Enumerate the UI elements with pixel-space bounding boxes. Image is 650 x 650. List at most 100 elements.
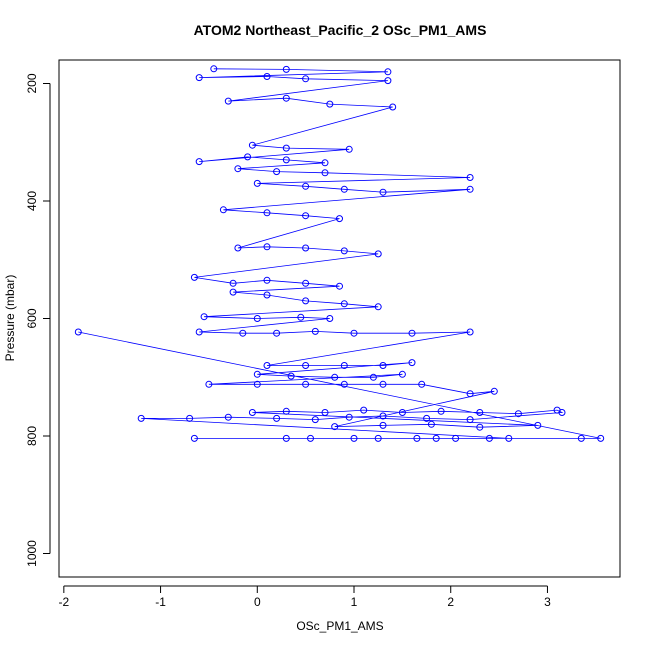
data-point (321, 159, 329, 167)
data-point (186, 414, 194, 422)
data-point (263, 209, 271, 217)
data-point (350, 329, 358, 337)
data-point (374, 250, 382, 258)
data-point (345, 145, 353, 153)
data-point (282, 65, 290, 73)
data-point (302, 182, 310, 190)
data-point (253, 380, 261, 388)
data-point (190, 434, 198, 442)
data-point (302, 212, 310, 220)
data-point (374, 434, 382, 442)
data-point (408, 329, 416, 337)
data-point (577, 434, 585, 442)
data-point (331, 373, 339, 381)
data-point (234, 244, 242, 252)
data-point (437, 407, 445, 415)
data-point (239, 329, 247, 337)
data-point (374, 303, 382, 311)
data-point (331, 423, 339, 431)
data-point (302, 75, 310, 83)
x-tick-label: 0 (254, 595, 261, 609)
data-point (466, 174, 474, 181)
data-point (326, 315, 334, 322)
data-point (229, 288, 237, 296)
data-point (248, 409, 256, 416)
data-point (432, 434, 440, 442)
data-point (263, 73, 271, 80)
series-line (78, 68, 601, 439)
chart-title: ATOM2 Northeast_Pacific_2 OSc_PM1_AMS (194, 22, 487, 38)
data-point (234, 165, 242, 173)
y-axis-label: Pressure (mbar) (3, 275, 17, 362)
y-tick-label: 400 (25, 191, 39, 211)
x-tick-label: -1 (155, 595, 166, 609)
data-point (485, 434, 493, 442)
data-point (340, 247, 348, 255)
data-point (302, 279, 310, 287)
data-point (273, 329, 281, 337)
data-point (311, 416, 319, 424)
data-point (253, 315, 261, 322)
x-axis: -2 -1 0 1 2 3 (59, 585, 551, 609)
y-tick-label: 200 (25, 73, 39, 93)
data-point (282, 144, 290, 152)
data-point (413, 434, 421, 442)
x-tick-label: 1 (351, 595, 358, 609)
data-point (423, 414, 431, 422)
data-point (263, 291, 271, 299)
data-point (282, 94, 290, 102)
data-point (336, 282, 343, 290)
y-tick-label: 1000 (25, 540, 39, 567)
data-point (553, 406, 561, 414)
data-point (418, 380, 426, 388)
data-point (427, 420, 435, 428)
data-point (190, 273, 198, 281)
data-point (282, 156, 290, 164)
data-point (263, 243, 271, 251)
data-point (340, 300, 348, 308)
x-tick-label: -2 (59, 595, 70, 609)
data-point (137, 414, 145, 422)
data-point (282, 407, 290, 415)
data-point (302, 297, 310, 305)
data-point (340, 362, 348, 369)
data-point (490, 387, 498, 395)
data-point (287, 372, 295, 380)
y-tick-label: 800 (25, 426, 39, 446)
data-point (534, 421, 542, 429)
data-point (466, 390, 474, 398)
data-point (476, 409, 484, 416)
data-point (398, 370, 406, 378)
data-point (476, 423, 484, 431)
data-point (273, 414, 281, 422)
data-point (297, 313, 305, 321)
data-point (302, 362, 310, 369)
data-point (466, 185, 474, 193)
data-point (74, 328, 82, 336)
data-point (514, 410, 522, 418)
data-point (384, 77, 392, 85)
data-point (350, 434, 358, 442)
data-point (326, 100, 334, 108)
data-point (379, 412, 387, 420)
data-point (248, 141, 256, 149)
data-point (302, 244, 310, 252)
data-point (408, 359, 416, 367)
data-point (452, 434, 460, 442)
data-point (219, 206, 227, 214)
data-point (263, 276, 271, 284)
data-point (336, 215, 343, 223)
data-point (345, 413, 353, 421)
data-point (253, 179, 261, 187)
data-point (273, 168, 281, 176)
x-tick-label: 2 (447, 595, 454, 609)
data-point (263, 362, 271, 369)
y-tick-label: 600 (25, 308, 39, 328)
data-point (195, 74, 203, 82)
data-point (205, 380, 213, 388)
data-point (195, 158, 203, 166)
data-point (340, 380, 348, 388)
data-point (389, 103, 397, 111)
data-point (307, 434, 314, 442)
